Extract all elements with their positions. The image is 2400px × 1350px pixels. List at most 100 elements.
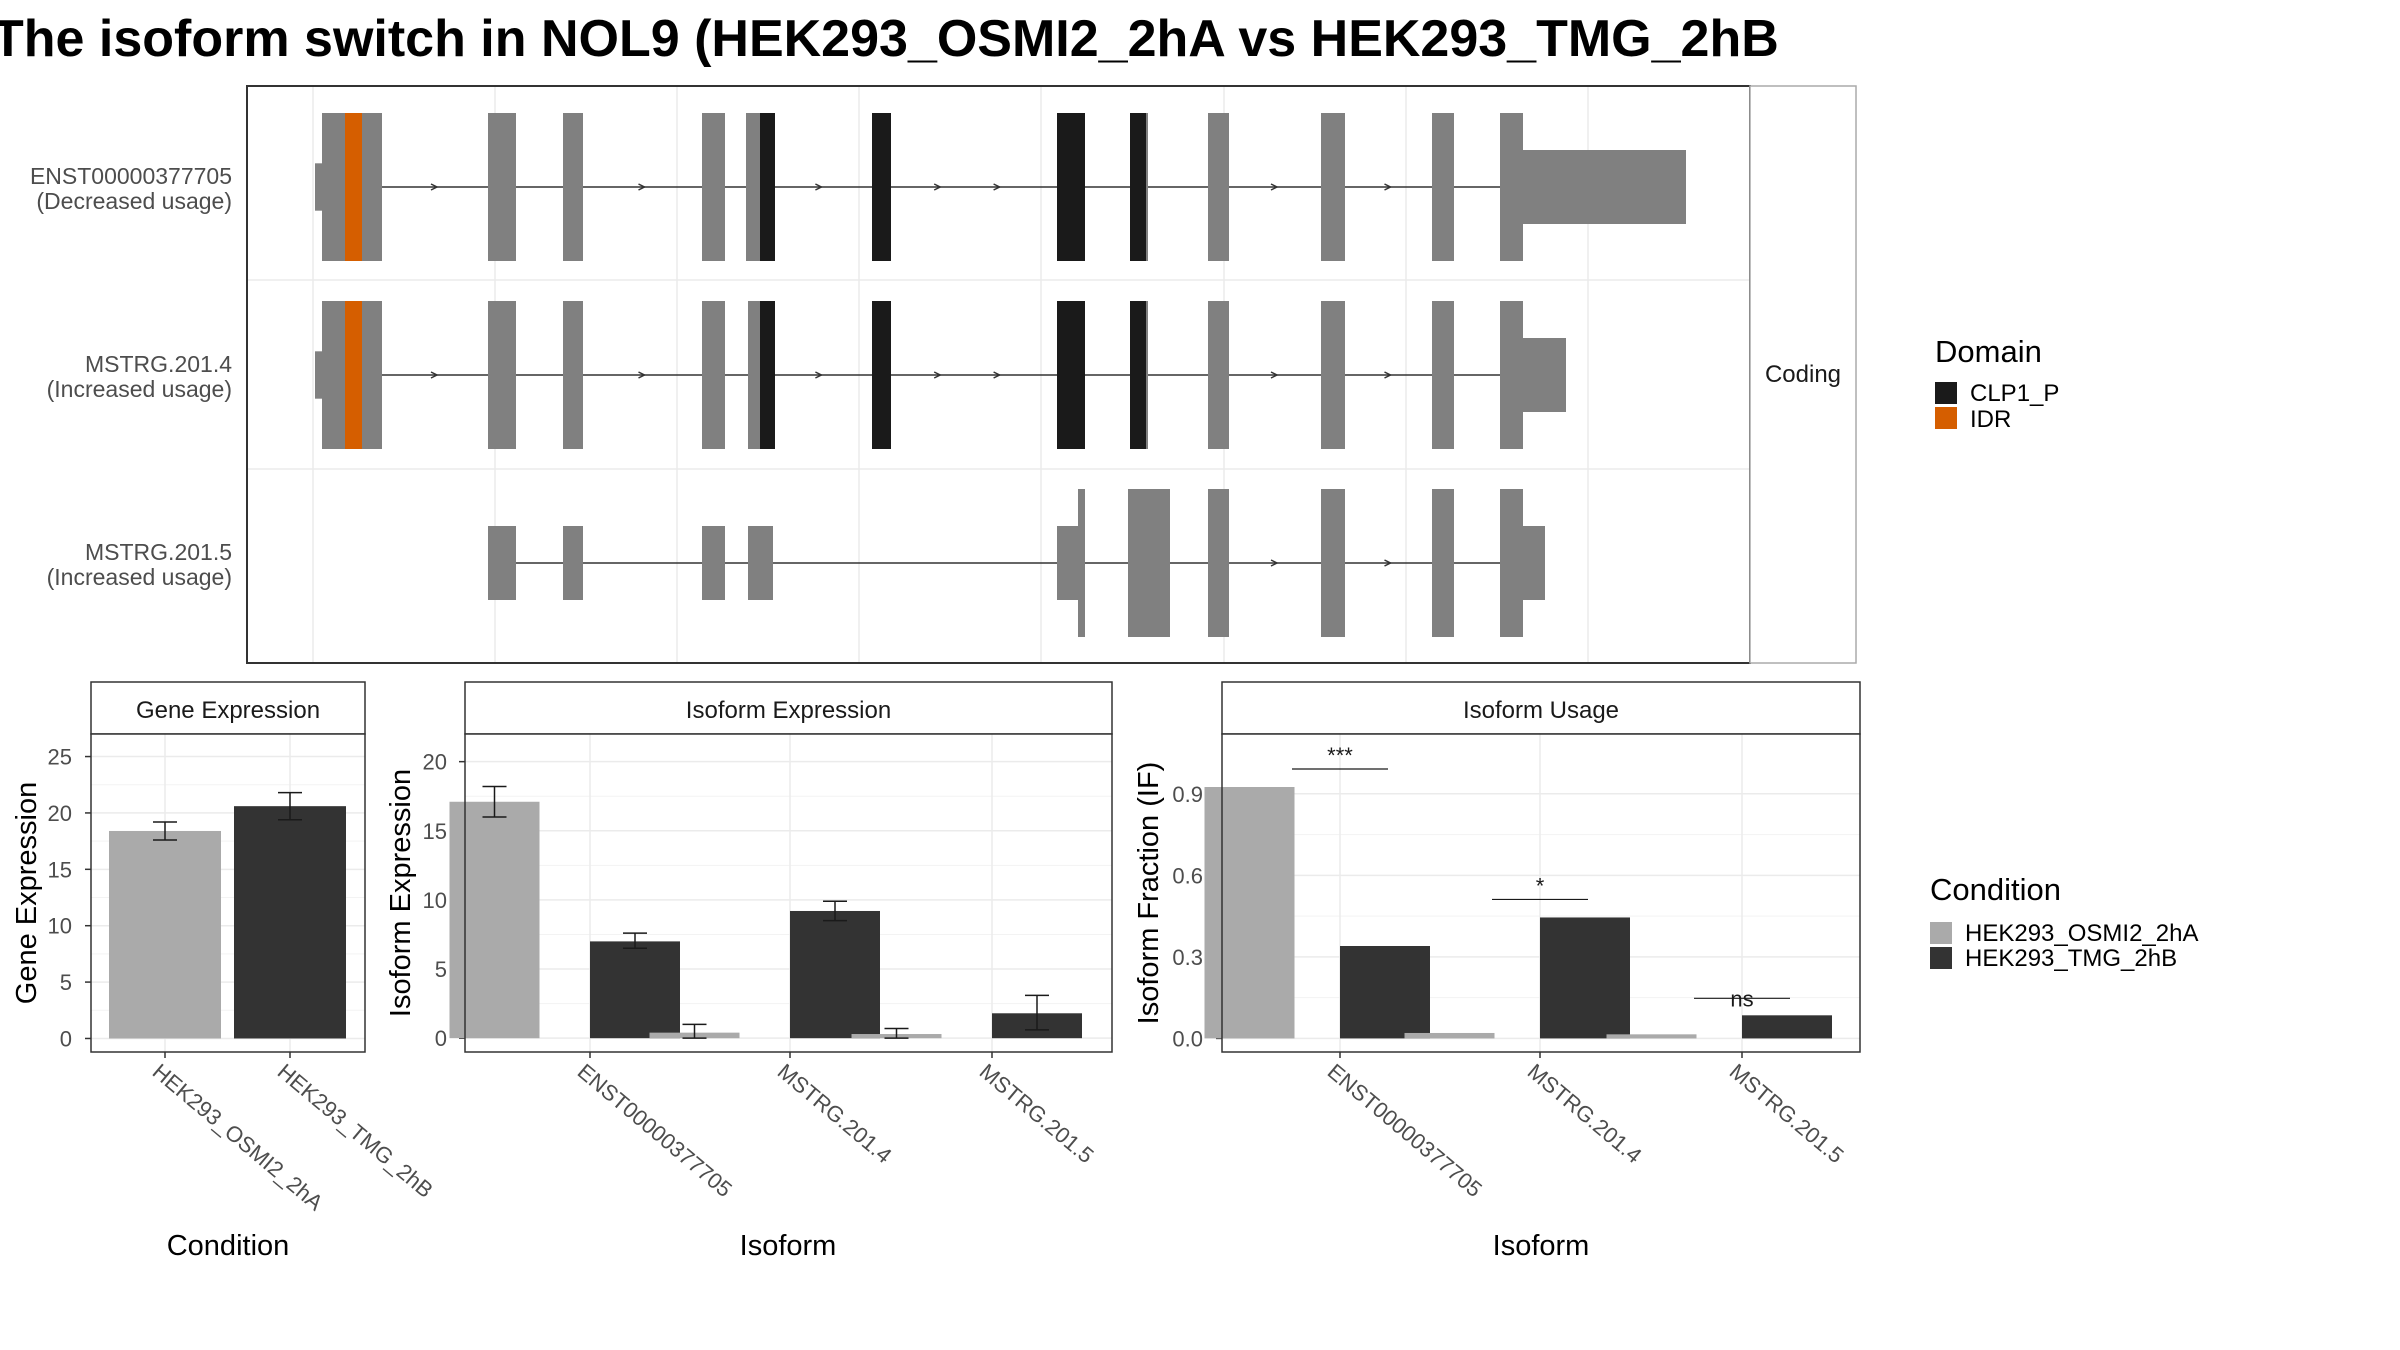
panel-background — [465, 734, 1112, 1052]
intron-direction-arrow — [815, 183, 824, 191]
exon-block — [1208, 113, 1229, 261]
bar-condition-1 — [1606, 1034, 1697, 1039]
clp1-domain-block — [1130, 113, 1146, 261]
exon-block — [1321, 301, 1345, 449]
x-axis-title: Isoform — [740, 1230, 837, 1262]
bar-condition-2 — [1540, 917, 1630, 1039]
panel-title: Isoform Expression — [686, 697, 891, 724]
x-tick-label: ENST00000377705 — [1323, 1059, 1487, 1202]
isoform-usage-panel: Isoform Usage0.00.30.60.9****nsENST00000… — [1133, 681, 1861, 1262]
exon-block — [315, 351, 322, 399]
exon-block — [748, 301, 760, 449]
exon-block — [1500, 489, 1523, 637]
significance-label: ns — [1730, 986, 1753, 1011]
bar-condition-2 — [590, 941, 680, 1039]
y-tick-label: 15 — [423, 819, 447, 844]
bar-condition-2 — [1340, 946, 1430, 1039]
panel-title: Isoform Usage — [1463, 697, 1619, 724]
isoform-id-label: ENST00000377705 — [30, 163, 232, 189]
exon-block — [1523, 526, 1545, 600]
clp1-domain-block — [872, 113, 891, 261]
intron-direction-arrow — [993, 371, 1002, 379]
exon-block — [1078, 489, 1085, 637]
exon-block — [1500, 113, 1523, 261]
intron-direction-arrow — [430, 371, 439, 379]
y-tick-label: 20 — [48, 801, 72, 826]
exon-block — [563, 113, 583, 261]
clp1-domain-block — [1057, 113, 1085, 261]
exon-block — [322, 301, 347, 449]
isoform-id-label: MSTRG.201.4 — [85, 351, 232, 377]
exon-block — [1128, 489, 1170, 637]
exon-block — [1432, 301, 1454, 449]
intron-direction-arrow — [1384, 559, 1393, 567]
y-tick-label: 5 — [435, 957, 447, 982]
exon-block — [748, 526, 773, 600]
exon-block — [1432, 489, 1454, 637]
exon-block — [1432, 113, 1454, 261]
transcript-tracks — [315, 113, 1686, 637]
y-tick-label: 25 — [48, 745, 72, 770]
exon-block — [488, 301, 516, 449]
exon-block — [362, 113, 382, 261]
y-tick-label: 15 — [48, 857, 72, 882]
bar-condition-1 — [449, 801, 540, 1039]
exon-block — [1208, 301, 1229, 449]
x-tick-label: MSTRG.201.4 — [773, 1059, 897, 1169]
intron-direction-arrow — [1384, 371, 1393, 379]
facet-strip-label: Coding — [1765, 361, 1841, 388]
clp1-domain-block — [872, 301, 891, 449]
intron-direction-arrow — [638, 371, 647, 379]
exon-block — [1057, 526, 1078, 600]
x-tick-label: MSTRG.201.5 — [975, 1059, 1099, 1169]
exon-block — [563, 526, 583, 600]
legend-label-condition-1: HEK293_OSMI2_2hA — [1965, 920, 2198, 947]
y-tick-label: 5 — [60, 970, 72, 995]
intron-direction-arrow — [933, 183, 942, 191]
facet-strip-box — [1221, 681, 1861, 735]
exon-block — [488, 113, 516, 261]
isoform-label-3: MSTRG.201.5 (Increased usage) — [47, 539, 232, 590]
isoform-usage-label: (Decreased usage) — [36, 188, 232, 214]
intron-direction-arrow — [815, 371, 824, 379]
intron-direction-arrow — [430, 183, 439, 191]
idr-domain-block — [345, 113, 362, 261]
panel-border — [464, 733, 1113, 1053]
clp1-domain-block — [760, 301, 775, 449]
intron-direction-arrow — [1270, 559, 1279, 567]
transcript-track-1 — [315, 113, 1686, 261]
exon-block — [362, 301, 382, 449]
intron-direction-arrow — [1270, 183, 1279, 191]
x-axis-title: Isoform — [1493, 1230, 1590, 1262]
legend-key-idr — [1935, 407, 1957, 429]
x-tick-label: MSTRG.201.4 — [1523, 1059, 1647, 1169]
legend-label-condition-2: HEK293_TMG_2hB — [1965, 945, 2177, 972]
idr-domain-block — [345, 301, 362, 449]
y-tick-label: 10 — [48, 914, 72, 939]
y-tick-label: 0.0 — [1172, 1026, 1203, 1051]
facet-strip-box — [464, 681, 1113, 735]
bar-condition-2 — [1742, 1015, 1832, 1039]
isoform-usage-label: (Increased usage) — [47, 376, 232, 402]
intron-direction-arrow — [638, 183, 647, 191]
y-axis-title: Isoform Fraction (IF) — [1133, 762, 1165, 1025]
x-tick-label: ENST00000377705 — [573, 1059, 737, 1202]
exon-block — [322, 113, 347, 261]
intron-direction-arrow — [933, 371, 942, 379]
facet-strip-box — [1749, 85, 1857, 664]
y-tick-label: 0 — [60, 1026, 72, 1051]
isoform-expression-panel: Isoform Expression 0 5 10 15 20 ENST0000037770… — [385, 681, 1113, 1262]
exon-block — [702, 301, 725, 449]
clp1-domain-block — [1130, 301, 1146, 449]
isoform-label-1: ENST00000377705 (Decreased usage) — [30, 163, 232, 214]
exon-block — [1523, 150, 1686, 224]
panel-title: Gene Expression — [136, 697, 320, 724]
intron-direction-arrow — [1270, 371, 1279, 379]
significance-label: *** — [1327, 743, 1353, 768]
significance-label: * — [1536, 873, 1545, 898]
figure-title: The isoform switch in NOL9 (HEK293_OSMI2… — [0, 10, 1779, 68]
exon-block — [702, 526, 725, 600]
y-tick-label: 0.3 — [1172, 945, 1203, 970]
exon-block — [1523, 338, 1566, 412]
